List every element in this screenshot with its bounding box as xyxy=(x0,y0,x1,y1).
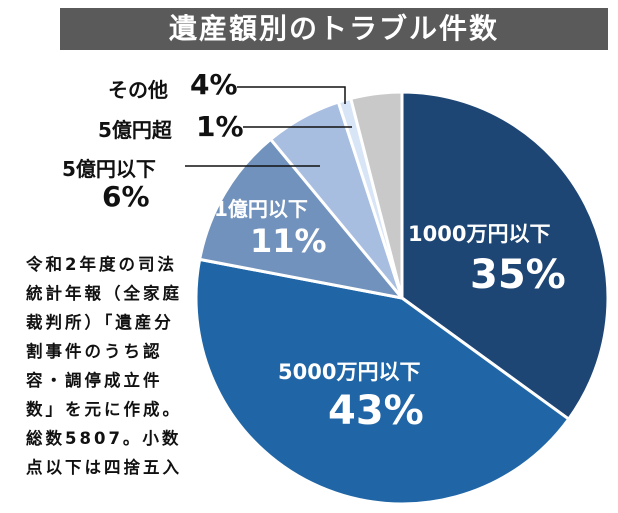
pie-slice-5 xyxy=(348,90,404,299)
label-slice-0: 1000万円以下 xyxy=(408,222,551,246)
value-slice-3: 6% xyxy=(102,180,150,213)
value-slice-4: 1% xyxy=(196,110,244,143)
label-slice-2: 1億円以下 xyxy=(214,197,308,221)
label-slice-3: 5億円以下 xyxy=(62,157,156,181)
leader-line-0 xyxy=(237,86,346,104)
value-slice-2: 11% xyxy=(250,222,327,260)
label-slice-1: 5000万円以下 xyxy=(278,360,421,384)
chart-title: 遺産額別のトラブル件数 xyxy=(60,8,608,50)
pie-slice-2 xyxy=(197,137,406,301)
pie-slice-0 xyxy=(400,90,610,422)
value-slice-0: 35% xyxy=(470,252,566,298)
value-slice-5: 4% xyxy=(190,68,238,101)
source-note: 令和2年度の司法統計年報（全家庭裁判所）「遺産分割事件のうち認容・調停成立件数」… xyxy=(26,255,182,477)
pie-slice-1 xyxy=(194,257,571,506)
value-slice-1: 43% xyxy=(328,388,424,434)
label-slice-4: 5億円超 xyxy=(98,118,172,142)
label-slice-5: その他 xyxy=(108,78,168,102)
